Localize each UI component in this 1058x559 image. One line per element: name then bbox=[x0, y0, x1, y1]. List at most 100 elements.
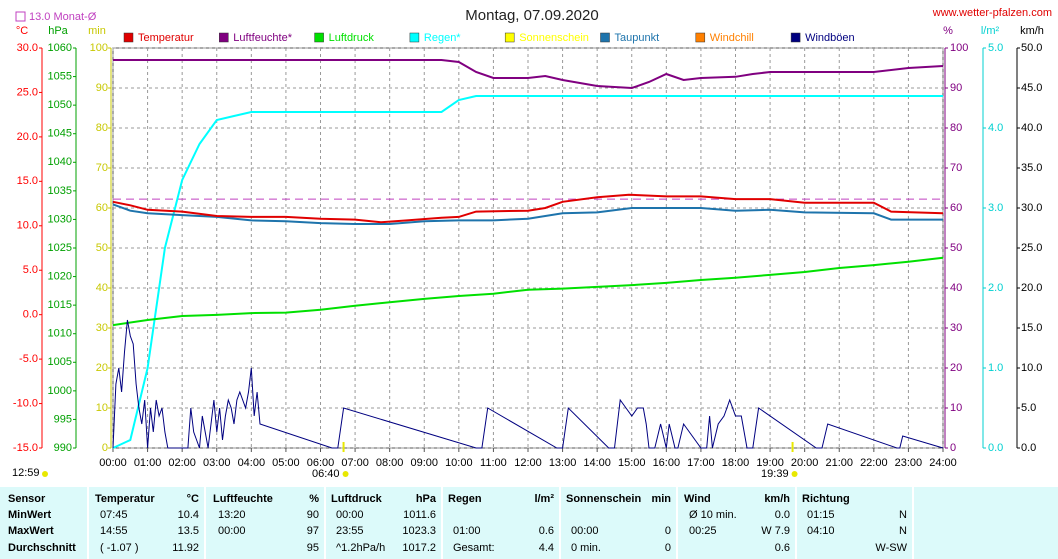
table-cell: 10.4 bbox=[178, 509, 199, 521]
table-cell: 23:55 bbox=[336, 525, 364, 537]
table-cell: 0.6 bbox=[775, 542, 790, 554]
legend-swatch bbox=[314, 32, 324, 43]
y-tick-label: 50 bbox=[950, 242, 962, 254]
y-tick-label: 15.0 bbox=[1021, 322, 1042, 334]
y-tick-label: 0.0 bbox=[1021, 442, 1036, 454]
table-cell: 0 min. bbox=[571, 542, 601, 554]
table-unit: % bbox=[309, 493, 319, 505]
series-line bbox=[112, 95, 943, 449]
y-tick-label: 20.0 bbox=[1021, 282, 1042, 294]
legend-label: Taupunkt bbox=[615, 32, 660, 44]
table-header: Regen bbox=[448, 493, 482, 505]
table-cell: Ø 10 min. bbox=[689, 509, 737, 521]
table-cell: ^1.2hPa/h bbox=[336, 542, 385, 554]
legend-swatch bbox=[695, 32, 706, 43]
sunset-label: 19:39 bbox=[761, 468, 789, 480]
y-tick-label: 20.0 bbox=[17, 131, 38, 143]
legend-swatch bbox=[790, 32, 801, 43]
day-length: 12:59 bbox=[12, 467, 40, 479]
table-cell: 13.5 bbox=[178, 525, 199, 537]
y-tick-label: 90 bbox=[950, 82, 962, 94]
y-tick-label: 0.0 bbox=[988, 442, 1003, 454]
table-cell: 0 bbox=[665, 525, 671, 537]
y-tick-label: 1050 bbox=[48, 99, 72, 111]
x-tick-label: 12:00 bbox=[514, 457, 542, 469]
series-line bbox=[112, 193, 944, 224]
y-tick-label: 20 bbox=[950, 362, 962, 374]
y-tick-label: 20 bbox=[96, 362, 108, 374]
y-tick-label: 35.0 bbox=[1021, 162, 1042, 174]
x-tick-label: 17:00 bbox=[687, 457, 715, 469]
table-cell: 14:55 bbox=[100, 525, 128, 537]
series-line bbox=[113, 59, 944, 90]
table-cell: N bbox=[899, 525, 907, 537]
table-cell: W 7.9 bbox=[761, 525, 790, 537]
y-tick-label: -5.0 bbox=[19, 353, 38, 365]
y-tick-label: 3.0 bbox=[988, 202, 1003, 214]
axis-unit: min bbox=[88, 25, 106, 37]
y-tick-label: 5.0 bbox=[23, 264, 38, 276]
y-tick-label: 990 bbox=[54, 442, 72, 454]
axis-unit: km/h bbox=[1020, 25, 1044, 37]
source: www.wetter-pfalzen.com bbox=[932, 7, 1052, 19]
y-tick-label: 60 bbox=[950, 202, 962, 214]
y-tick-label: 4.0 bbox=[988, 122, 1003, 134]
table-header: Luftdruck bbox=[331, 493, 383, 505]
table-background bbox=[0, 487, 1058, 559]
legend-swatch bbox=[219, 32, 229, 43]
y-tick-label: 1055 bbox=[48, 70, 72, 82]
y-tick-label: 1005 bbox=[48, 356, 72, 368]
x-tick-label: 06:00 bbox=[307, 457, 335, 469]
legend-label: Luftdruck bbox=[329, 32, 375, 44]
table-unit: hPa bbox=[416, 493, 437, 505]
y-tick-label: 1035 bbox=[48, 185, 72, 197]
legend-swatch bbox=[123, 32, 134, 43]
y-tick-label: 15.0 bbox=[17, 175, 38, 187]
axis-unit: l/m² bbox=[981, 25, 1000, 37]
table-cell: 95 bbox=[307, 542, 319, 554]
x-tick-label: 02:00 bbox=[168, 457, 196, 469]
legend-label: Luftfeuchte* bbox=[233, 32, 292, 44]
y-tick-label: 5.0 bbox=[1021, 402, 1036, 414]
table-cell: 04:10 bbox=[807, 525, 835, 537]
sunrise-label: 06:40 bbox=[312, 468, 340, 480]
table-cell: 00:00 bbox=[336, 509, 364, 521]
sun-icon bbox=[791, 471, 798, 477]
x-tick-label: 14:00 bbox=[583, 457, 611, 469]
y-tick-label: 10 bbox=[950, 402, 962, 414]
y-tick-label: 25.0 bbox=[1021, 242, 1042, 254]
y-tick-label: 995 bbox=[54, 413, 72, 425]
avg-label: 13.0 Monat-Ø bbox=[29, 11, 97, 23]
y-tick-label: 1060 bbox=[48, 42, 72, 54]
table-header: Wind bbox=[684, 493, 711, 505]
y-tick-label: -15.0 bbox=[13, 442, 38, 454]
y-tick-label: 1040 bbox=[48, 156, 72, 168]
x-tick-label: 09:00 bbox=[410, 457, 438, 469]
legend-label: Regen* bbox=[424, 32, 461, 44]
table-cell: 0 bbox=[665, 542, 671, 554]
legend-label: Sonnenschein bbox=[519, 32, 589, 44]
y-tick-label: 100 bbox=[90, 42, 108, 54]
y-tick-label: 70 bbox=[950, 162, 962, 174]
y-tick-label: 1025 bbox=[48, 242, 72, 254]
table-header: Luftfeuchte bbox=[213, 493, 273, 505]
table-row-label: Durchschnitt bbox=[8, 542, 76, 554]
table-cell: 97 bbox=[307, 525, 319, 537]
y-tick-label: 70 bbox=[96, 162, 108, 174]
legend-swatch bbox=[600, 32, 610, 43]
y-tick-label: 1020 bbox=[48, 270, 72, 282]
avg-icon bbox=[15, 11, 26, 22]
table-cell: 1017.2 bbox=[402, 542, 436, 554]
x-tick-label: 21:00 bbox=[825, 457, 853, 469]
axis-unit: hPa bbox=[48, 25, 68, 37]
table-cell: 1023.3 bbox=[402, 525, 436, 537]
x-tick-label: 01:00 bbox=[134, 457, 162, 469]
table-cell: 07:45 bbox=[100, 509, 128, 521]
table-cell: 0.6 bbox=[539, 525, 554, 537]
table-row-label: MinWert bbox=[8, 509, 52, 521]
y-tick-label: 1000 bbox=[48, 385, 72, 397]
legend-label: Windböen bbox=[805, 32, 855, 44]
table-cell: 00:00 bbox=[218, 525, 246, 537]
series-line bbox=[112, 319, 944, 449]
